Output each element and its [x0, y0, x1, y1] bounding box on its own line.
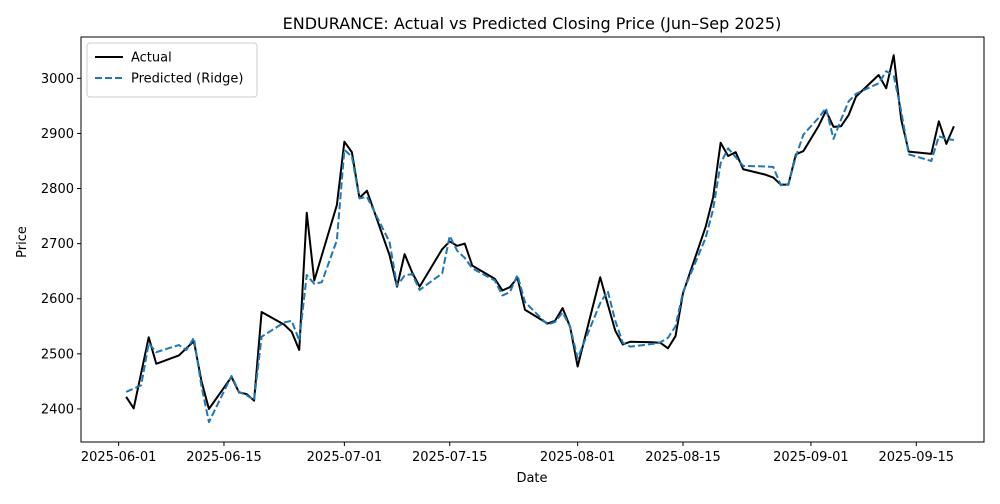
- y-tick-label: 2600: [41, 292, 74, 307]
- legend-label: Predicted (Ridge): [131, 72, 243, 87]
- plot-frame: [80, 36, 985, 443]
- x-tick-label: 2025-08-01: [540, 450, 616, 465]
- x-axis: 2025-06-01 2025-06-15 2025-07-01 2025-07-15…: [81, 442, 954, 465]
- x-tick-label: 2025-06-01: [81, 450, 157, 465]
- x-tick-label: 2025-09-15: [878, 450, 954, 465]
- x-tick-label: 2025-08-15: [645, 450, 721, 465]
- y-tick-label: 2900: [41, 127, 74, 142]
- series-line-actual: [125, 54, 955, 410]
- x-axis-label: Date: [516, 471, 547, 486]
- legend-box: [86, 42, 258, 98]
- series-line-predicted-ridge: [125, 70, 955, 424]
- y-tick-label: 3000: [41, 72, 74, 87]
- x-tick-label: 2025-09-01: [773, 450, 849, 465]
- x-tick-label: 2025-07-15: [412, 450, 488, 465]
- legend: Actual Predicted (Ridge): [86, 42, 258, 98]
- y-tick-label: 2400: [41, 402, 74, 417]
- y-tick-label: 2800: [41, 182, 74, 197]
- plot-area: 2025-06-01 2025-06-15 2025-07-01 2025-07-15…: [41, 36, 985, 465]
- y-axis-label: Price: [15, 226, 30, 258]
- y-tick-label: 2700: [41, 237, 74, 252]
- x-tick-label: 2025-07-01: [307, 450, 383, 465]
- y-tick-label: 2500: [41, 347, 74, 362]
- x-tick-label: 2025-06-15: [186, 450, 262, 465]
- chart-title: ENDURANCE: Actual vs Predicted Closing P…: [283, 14, 782, 33]
- y-axis: 2400 2500 2600 2700 2800 2900 3000: [41, 72, 81, 417]
- legend-label: Actual: [131, 51, 172, 66]
